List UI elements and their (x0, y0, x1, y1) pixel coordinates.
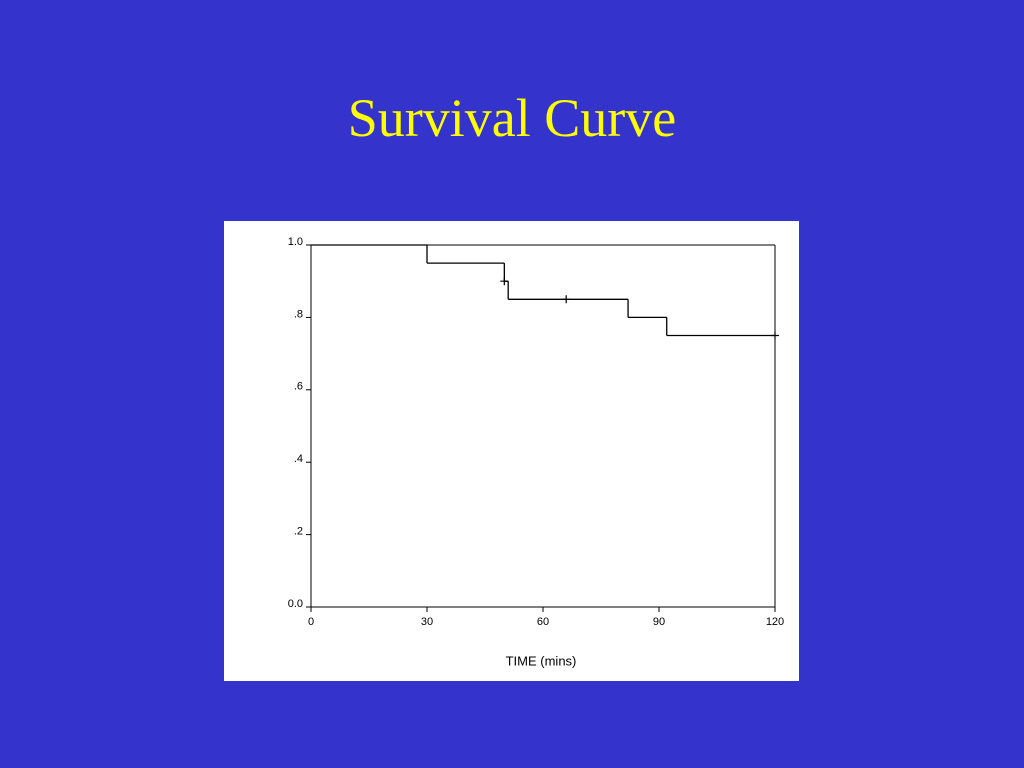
x-tick-label: 120 (766, 616, 784, 628)
censor-mark (562, 295, 571, 304)
y-tick-label: .2 (294, 526, 303, 538)
censor-mark (500, 277, 509, 286)
y-tick-label: 1.0 (288, 236, 303, 248)
censor-mark (771, 331, 779, 340)
x-axis-label: TIME (mins) (506, 653, 577, 668)
slide-title: Survival Curve (348, 88, 676, 148)
y-tick-label: .8 (294, 308, 303, 320)
y-tick-label: .6 (294, 381, 303, 393)
y-tick-label: 0.0 (288, 598, 303, 610)
x-tick-label: 0 (308, 616, 314, 628)
chart-panel (224, 221, 799, 681)
y-tick-label: .4 (294, 453, 303, 465)
x-tick-label: 30 (421, 616, 433, 628)
x-tick-label: 60 (537, 616, 549, 628)
x-tick-label: 90 (653, 616, 665, 628)
